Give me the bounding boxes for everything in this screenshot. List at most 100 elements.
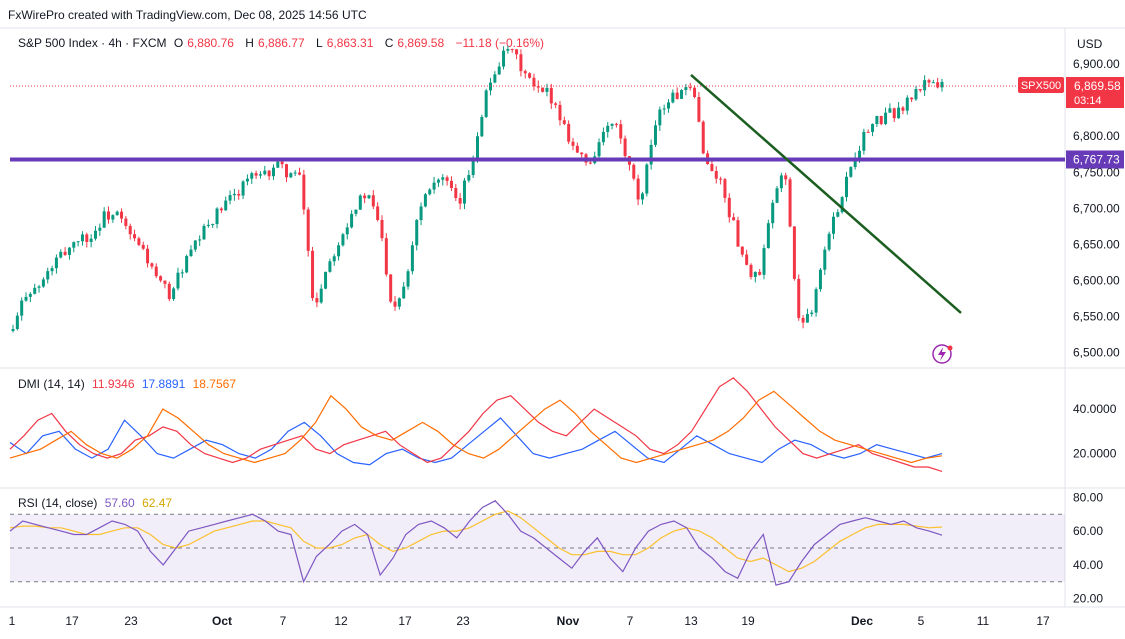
chart-credit: FxWirePro created with TradingView.com, … bbox=[8, 8, 367, 22]
candle-body bbox=[141, 244, 145, 249]
close-label: C bbox=[384, 36, 394, 50]
candle-body bbox=[328, 261, 332, 272]
candle-body bbox=[133, 234, 137, 239]
candle-body bbox=[228, 195, 232, 201]
candle-body bbox=[844, 176, 848, 198]
candle-body bbox=[167, 283, 171, 300]
time-tick: 12 bbox=[334, 614, 348, 628]
candle-body bbox=[805, 314, 809, 323]
candle-body bbox=[389, 274, 393, 302]
candle-body bbox=[350, 213, 354, 228]
candle-body bbox=[853, 157, 857, 167]
candle-body bbox=[671, 92, 675, 103]
adx-line bbox=[9, 390, 943, 464]
candle-body bbox=[102, 211, 106, 228]
candle-body bbox=[918, 89, 922, 91]
candle-body bbox=[632, 164, 636, 179]
support-badge bbox=[1066, 150, 1124, 169]
price-tick: 6,550.00 bbox=[1073, 310, 1120, 324]
dmi-minus-line bbox=[9, 377, 943, 472]
price-tick: 6,500.00 bbox=[1073, 346, 1120, 360]
candle-body bbox=[219, 208, 223, 211]
time-tick: 7 bbox=[280, 614, 287, 628]
candle-body bbox=[740, 246, 744, 255]
time-tick: 17 bbox=[65, 614, 79, 628]
candle-body bbox=[80, 234, 84, 242]
candle-body bbox=[910, 97, 914, 100]
candle-body bbox=[50, 268, 54, 272]
candle-body bbox=[536, 86, 540, 88]
candle-body bbox=[24, 296, 28, 301]
candle-body bbox=[827, 233, 831, 250]
candle-body bbox=[649, 144, 653, 165]
candle-body bbox=[237, 193, 241, 196]
candle-body bbox=[33, 287, 37, 294]
candle-body bbox=[662, 108, 666, 110]
time-tick: Oct bbox=[212, 614, 232, 628]
candle-body bbox=[172, 288, 176, 300]
current-price-label: 6,869.58 bbox=[1074, 79, 1121, 93]
rsi-tick: 20.00 bbox=[1073, 592, 1103, 606]
candle-body bbox=[128, 225, 132, 235]
candle-body bbox=[888, 108, 892, 113]
time-tick: Dec bbox=[851, 614, 873, 628]
currency-button[interactable]: USD bbox=[1077, 37, 1103, 51]
candle-body bbox=[267, 170, 271, 177]
candle-body bbox=[927, 80, 931, 83]
candle-body bbox=[658, 109, 662, 126]
candle-body bbox=[723, 179, 727, 198]
candle-body bbox=[892, 108, 896, 119]
candle-body bbox=[519, 54, 523, 72]
candle-body bbox=[406, 271, 410, 287]
candle-body bbox=[28, 293, 32, 297]
candle-body bbox=[146, 248, 150, 264]
close-value: 6,869.58 bbox=[397, 36, 445, 50]
candle-body bbox=[736, 220, 740, 247]
support-label: 6,767.73 bbox=[1073, 152, 1120, 166]
time-tick: 23 bbox=[124, 614, 138, 628]
candle-body bbox=[276, 161, 280, 168]
candle-body bbox=[567, 123, 571, 142]
dmi-title[interactable]: DMI (14, 14) bbox=[18, 377, 85, 391]
candle-body bbox=[879, 115, 883, 125]
candle-body bbox=[302, 174, 306, 210]
time-tick: Nov bbox=[557, 614, 580, 628]
candle-body bbox=[875, 115, 879, 125]
rsi-line bbox=[9, 500, 943, 586]
candle-body bbox=[445, 177, 449, 181]
candle-body bbox=[480, 117, 484, 137]
candle-body bbox=[640, 193, 644, 200]
candle-body bbox=[779, 175, 783, 189]
rsi-title[interactable]: RSI (14, close) bbox=[18, 496, 98, 510]
rsi-ma-value: 62.47 bbox=[142, 496, 173, 510]
candle-body bbox=[371, 195, 375, 207]
time-tick: 13 bbox=[684, 614, 698, 628]
candle-body bbox=[189, 249, 193, 257]
candle-body bbox=[415, 220, 419, 246]
candle-body bbox=[93, 230, 97, 239]
dmi-legend: DMI (14, 14) 11.9346 17.8891 18.7567 bbox=[18, 377, 240, 391]
candle-body bbox=[940, 81, 944, 88]
candle-body bbox=[623, 138, 627, 157]
candle-body bbox=[85, 234, 89, 242]
candle-body bbox=[580, 152, 584, 155]
candle-body bbox=[523, 71, 527, 74]
candle-body bbox=[771, 202, 775, 224]
candle-body bbox=[441, 177, 445, 180]
candle-body bbox=[280, 161, 284, 165]
candle-body bbox=[506, 49, 510, 51]
candle-body bbox=[610, 123, 614, 126]
candle-body bbox=[510, 49, 514, 51]
candle-body bbox=[137, 238, 141, 245]
candle-body bbox=[866, 131, 870, 133]
rsi-tick: 60.00 bbox=[1073, 524, 1103, 538]
candle-body bbox=[575, 145, 579, 153]
candle-body bbox=[484, 90, 488, 118]
candle-body bbox=[897, 107, 901, 119]
symbol-title[interactable]: S&P 500 Index · 4h · FXCM bbox=[18, 36, 167, 50]
candle-body bbox=[532, 77, 536, 87]
candle-body bbox=[107, 211, 111, 220]
candle-body bbox=[154, 266, 158, 277]
candle-body bbox=[111, 215, 115, 220]
